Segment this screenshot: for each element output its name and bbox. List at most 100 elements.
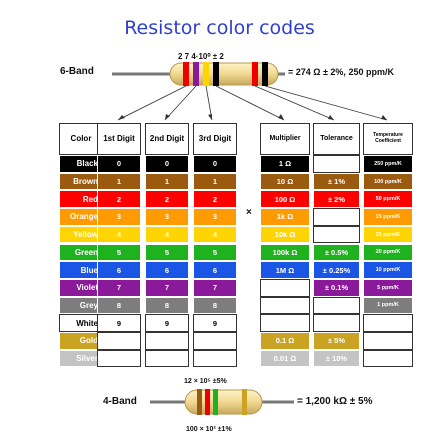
cell-multiplier: 1 Ω: [260, 155, 310, 173]
cell-tolerance: [313, 314, 360, 332]
cell-multiplier: 10 Ω: [260, 172, 310, 191]
band-black: [213, 62, 219, 86]
cell-digit2: 1: [145, 172, 189, 191]
cell-multiplier: [260, 314, 310, 332]
cell-color-name: Yellow: [59, 225, 103, 244]
header-digit1: 1st Digit: [97, 123, 141, 155]
cell-tempco: 1 ppm/K: [363, 296, 413, 315]
cell-digit1: 5: [97, 243, 141, 262]
header-digit2: 2nd Digit: [145, 123, 189, 155]
cell-digit1: 8: [97, 296, 141, 315]
cell-multiplier: 100 Ω: [260, 190, 310, 209]
band-green: [213, 389, 218, 415]
cell-tempco: [363, 349, 413, 368]
cell-color-name: Green: [59, 243, 103, 262]
header-multiplier: Multiplier: [260, 123, 310, 155]
cell-digit1: 1: [97, 172, 141, 191]
cell-tempco: 15 ppm/K: [363, 208, 413, 226]
cell-color-name: Black: [59, 155, 103, 173]
band-black-tempco: [262, 62, 268, 86]
six-band-code: 2 7 4·10⁰ ± 2: [178, 52, 224, 61]
cell-tempco: 50 ppm/K: [363, 190, 413, 209]
cell-digit3: 3: [193, 208, 237, 226]
multiply-sign: ×: [246, 207, 252, 218]
cell-digit2: 5: [145, 243, 189, 262]
band-violet: [193, 62, 199, 86]
cell-tolerance: ± 0.1%: [313, 278, 360, 297]
cell-tempco: 10 ppm/K: [363, 261, 413, 279]
cell-digit2: [145, 349, 189, 368]
cell-digit1: 3: [97, 208, 141, 226]
six-band-result: = 274 Ω ± 2%, 250 ppm/K: [288, 67, 394, 77]
cell-digit3: [193, 349, 237, 368]
cell-digit1: [97, 332, 141, 350]
cell-digit2: 4: [145, 225, 189, 244]
four-band-code-bottom: 100 × 10² ±1%: [186, 426, 232, 433]
pointer-arrows: [118, 114, 387, 120]
cell-digit2: 7: [145, 278, 189, 297]
header-tolerance: Tolerance: [313, 123, 360, 155]
cell-tolerance: ± 0.5%: [313, 243, 360, 262]
cell-tolerance: [313, 225, 360, 244]
cell-multiplier: 0.1 Ω: [260, 332, 310, 350]
cell-digit2: 0: [145, 155, 189, 173]
cell-multiplier: 1k Ω: [260, 208, 310, 226]
cell-digit2: 9: [145, 314, 189, 332]
cell-tempco: 20 ppm/K: [363, 243, 413, 262]
cell-digit1: 4: [97, 225, 141, 244]
cell-tempco: 5 ppm/K: [363, 278, 413, 297]
resistor-body-4band: [184, 389, 263, 415]
cell-tolerance: ± 0.25%: [313, 261, 360, 279]
cell-multiplier: 0.01 Ω: [260, 349, 310, 368]
cell-digit1: 7: [97, 278, 141, 297]
cell-tolerance: ± 1%: [313, 172, 360, 191]
band-brown: [197, 389, 202, 415]
cell-multiplier: [260, 278, 310, 297]
cell-digit1: 9: [97, 314, 141, 332]
cell-digit3: 4: [193, 225, 237, 244]
cell-digit3: 1: [193, 172, 237, 191]
cell-tolerance: ± 5%: [313, 332, 360, 350]
page-title: Resistor color codes: [124, 17, 315, 39]
cell-digit3: 7: [193, 278, 237, 297]
band-yellow: [203, 62, 209, 86]
cell-digit3: 9: [193, 314, 237, 332]
band-gold: [242, 389, 247, 415]
band-red: [183, 62, 189, 86]
header-color: Color: [59, 123, 103, 155]
band-red-4: [205, 389, 210, 415]
cell-digit2: 3: [145, 208, 189, 226]
cell-tolerance: [313, 208, 360, 226]
cell-tolerance: ± 2%: [313, 190, 360, 209]
cell-tolerance: [313, 155, 360, 173]
cell-digit3: 6: [193, 261, 237, 279]
cell-digit3: 8: [193, 296, 237, 315]
band-red-tol: [252, 62, 258, 86]
cell-tempco: [363, 332, 413, 350]
four-band-code-top: 12 × 10⁵ ±5%: [184, 378, 227, 385]
cell-tempco: [363, 314, 413, 332]
cell-digit2: [145, 332, 189, 350]
cell-digit3: 5: [193, 243, 237, 262]
cell-multiplier: 10k Ω: [260, 225, 310, 244]
cell-digit1: [97, 349, 141, 368]
cell-digit3: [193, 332, 237, 350]
cell-tempco: 100 ppm/K: [363, 172, 413, 191]
four-band-result: = 1,200 kΩ ± 5%: [297, 396, 373, 407]
cell-digit1: 6: [97, 261, 141, 279]
cell-digit1: 2: [97, 190, 141, 209]
four-band-label: 4-Band: [103, 396, 137, 407]
cell-digit2: 6: [145, 261, 189, 279]
cell-tempco: 25 ppm/K: [363, 225, 413, 244]
cell-tolerance: [313, 296, 360, 315]
header-tempco: Temperature Coefficient: [363, 123, 413, 155]
cell-digit3: 2: [193, 190, 237, 209]
header-digit3: 3rd Digit: [193, 123, 237, 155]
six-band-label: 6-Band: [60, 66, 94, 77]
cell-multiplier: 1M Ω: [260, 261, 310, 279]
cell-color-name: Red: [59, 190, 103, 209]
cell-digit2: 8: [145, 296, 189, 315]
cell-multiplier: [260, 296, 310, 315]
cell-tempco: 250 ppm/K: [363, 155, 413, 173]
